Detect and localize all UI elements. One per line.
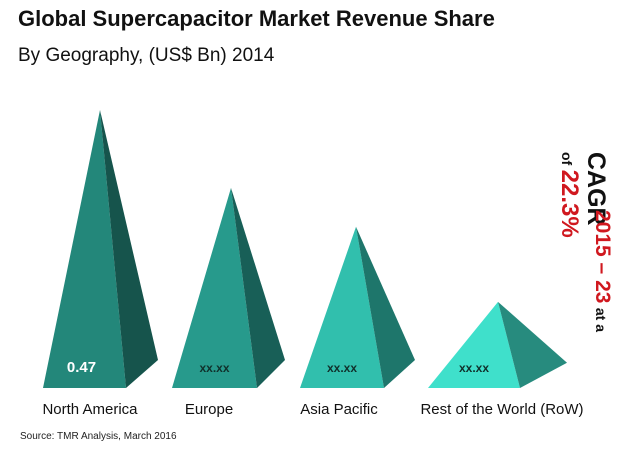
pyramid-front-face [428, 301, 520, 388]
category-label: Asia Pacific [300, 401, 378, 418]
cagr-period: 2015 – 23 [591, 210, 614, 304]
chart-title: Global Supercapacitor Market Revenue Sha… [18, 6, 495, 31]
pyramid-side-face [100, 110, 158, 388]
category-label: North America [42, 401, 138, 418]
value-label: 0.47 [67, 359, 96, 376]
category-label: Rest of the World (RoW) [420, 401, 583, 418]
pyramid-europe: xx.xx Europe [172, 187, 285, 418]
cagr-at-text: at a [593, 307, 609, 333]
pyramid-front-face [300, 226, 384, 388]
chart-subtitle: By Geography, (US$ Bn) 2014 [18, 45, 275, 66]
cagr-period-callout: 2015 – 23 at a [586, 210, 620, 420]
pyramid-front-face [43, 110, 126, 388]
pyramid-north-america: 0.47 North America [42, 110, 158, 418]
pyramid-asia-pacific: xx.xx Asia Pacific [300, 226, 415, 418]
source-note: Source: TMR Analysis, March 2016 [20, 431, 177, 442]
cagr-of-text: of [559, 152, 575, 166]
pyramid-front-face [172, 187, 257, 388]
value-label: xx.xx [327, 361, 357, 375]
value-label: xx.xx [459, 361, 489, 375]
pyramid-rest-of-the-world-row: xx.xx Rest of the World (RoW) [420, 301, 584, 418]
pyramid-side-face [498, 301, 567, 388]
value-label: xx.xx [199, 361, 229, 375]
cagr-rate: 22.3% [556, 169, 583, 238]
category-label: Europe [185, 401, 233, 418]
pyramid-side-face [356, 226, 415, 388]
pyramid-side-face [231, 187, 285, 388]
